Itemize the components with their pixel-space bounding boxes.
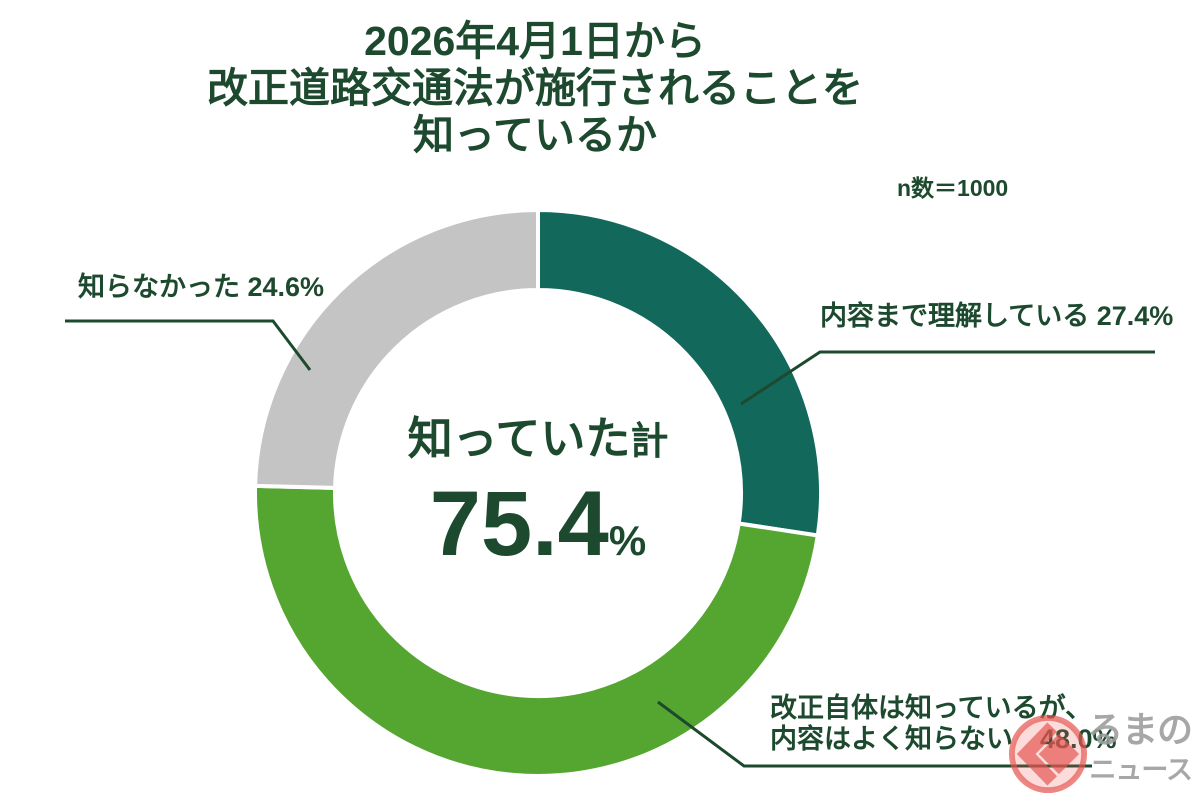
segment-label-understand: 内容まで理解している 27.4% bbox=[820, 301, 1174, 331]
segment-label-unaware: 知らなかった 24.6% bbox=[78, 272, 325, 302]
chart-title: 2026年4月1日から 改正道路交通法が施行されることを 知っているか bbox=[0, 18, 1070, 159]
donut-segments bbox=[253, 207, 823, 778]
donut-segment-2 bbox=[253, 207, 540, 490]
donut-center-value-unit: % bbox=[608, 517, 647, 564]
donut-segment-0 bbox=[536, 207, 823, 538]
segment-label-aware-line1: 改正自体は知っているが、 bbox=[770, 693, 1093, 723]
segment-label-aware-line2: 内容はよく知らない 48.0% bbox=[770, 724, 1117, 754]
chart-title-line1: 2026年4月1日から bbox=[364, 18, 706, 64]
donut-center-label: 知っていた計 bbox=[338, 416, 738, 461]
segment-label-aware-not-detail: 改正自体は知っているが、 内容はよく知らない 48.0% bbox=[770, 693, 1117, 755]
sample-size-label: n数＝1000 bbox=[897, 175, 1009, 201]
chart-title-line2: 改正道路交通法が施行されることを bbox=[207, 65, 863, 111]
chart-title-line3: 知っているか bbox=[413, 112, 657, 158]
leader-line-left bbox=[65, 319, 312, 371]
leader-line-right bbox=[740, 350, 1155, 406]
donut-center-value: 75.4% bbox=[338, 478, 738, 570]
leader-line-bottom bbox=[657, 700, 1092, 768]
donut-segment-1 bbox=[253, 483, 821, 778]
donut-center-value-number: 75.4 bbox=[429, 473, 609, 575]
donut-center-label-suffix: 計 bbox=[630, 421, 669, 463]
donut-center-label-main: 知っていた bbox=[407, 413, 631, 464]
